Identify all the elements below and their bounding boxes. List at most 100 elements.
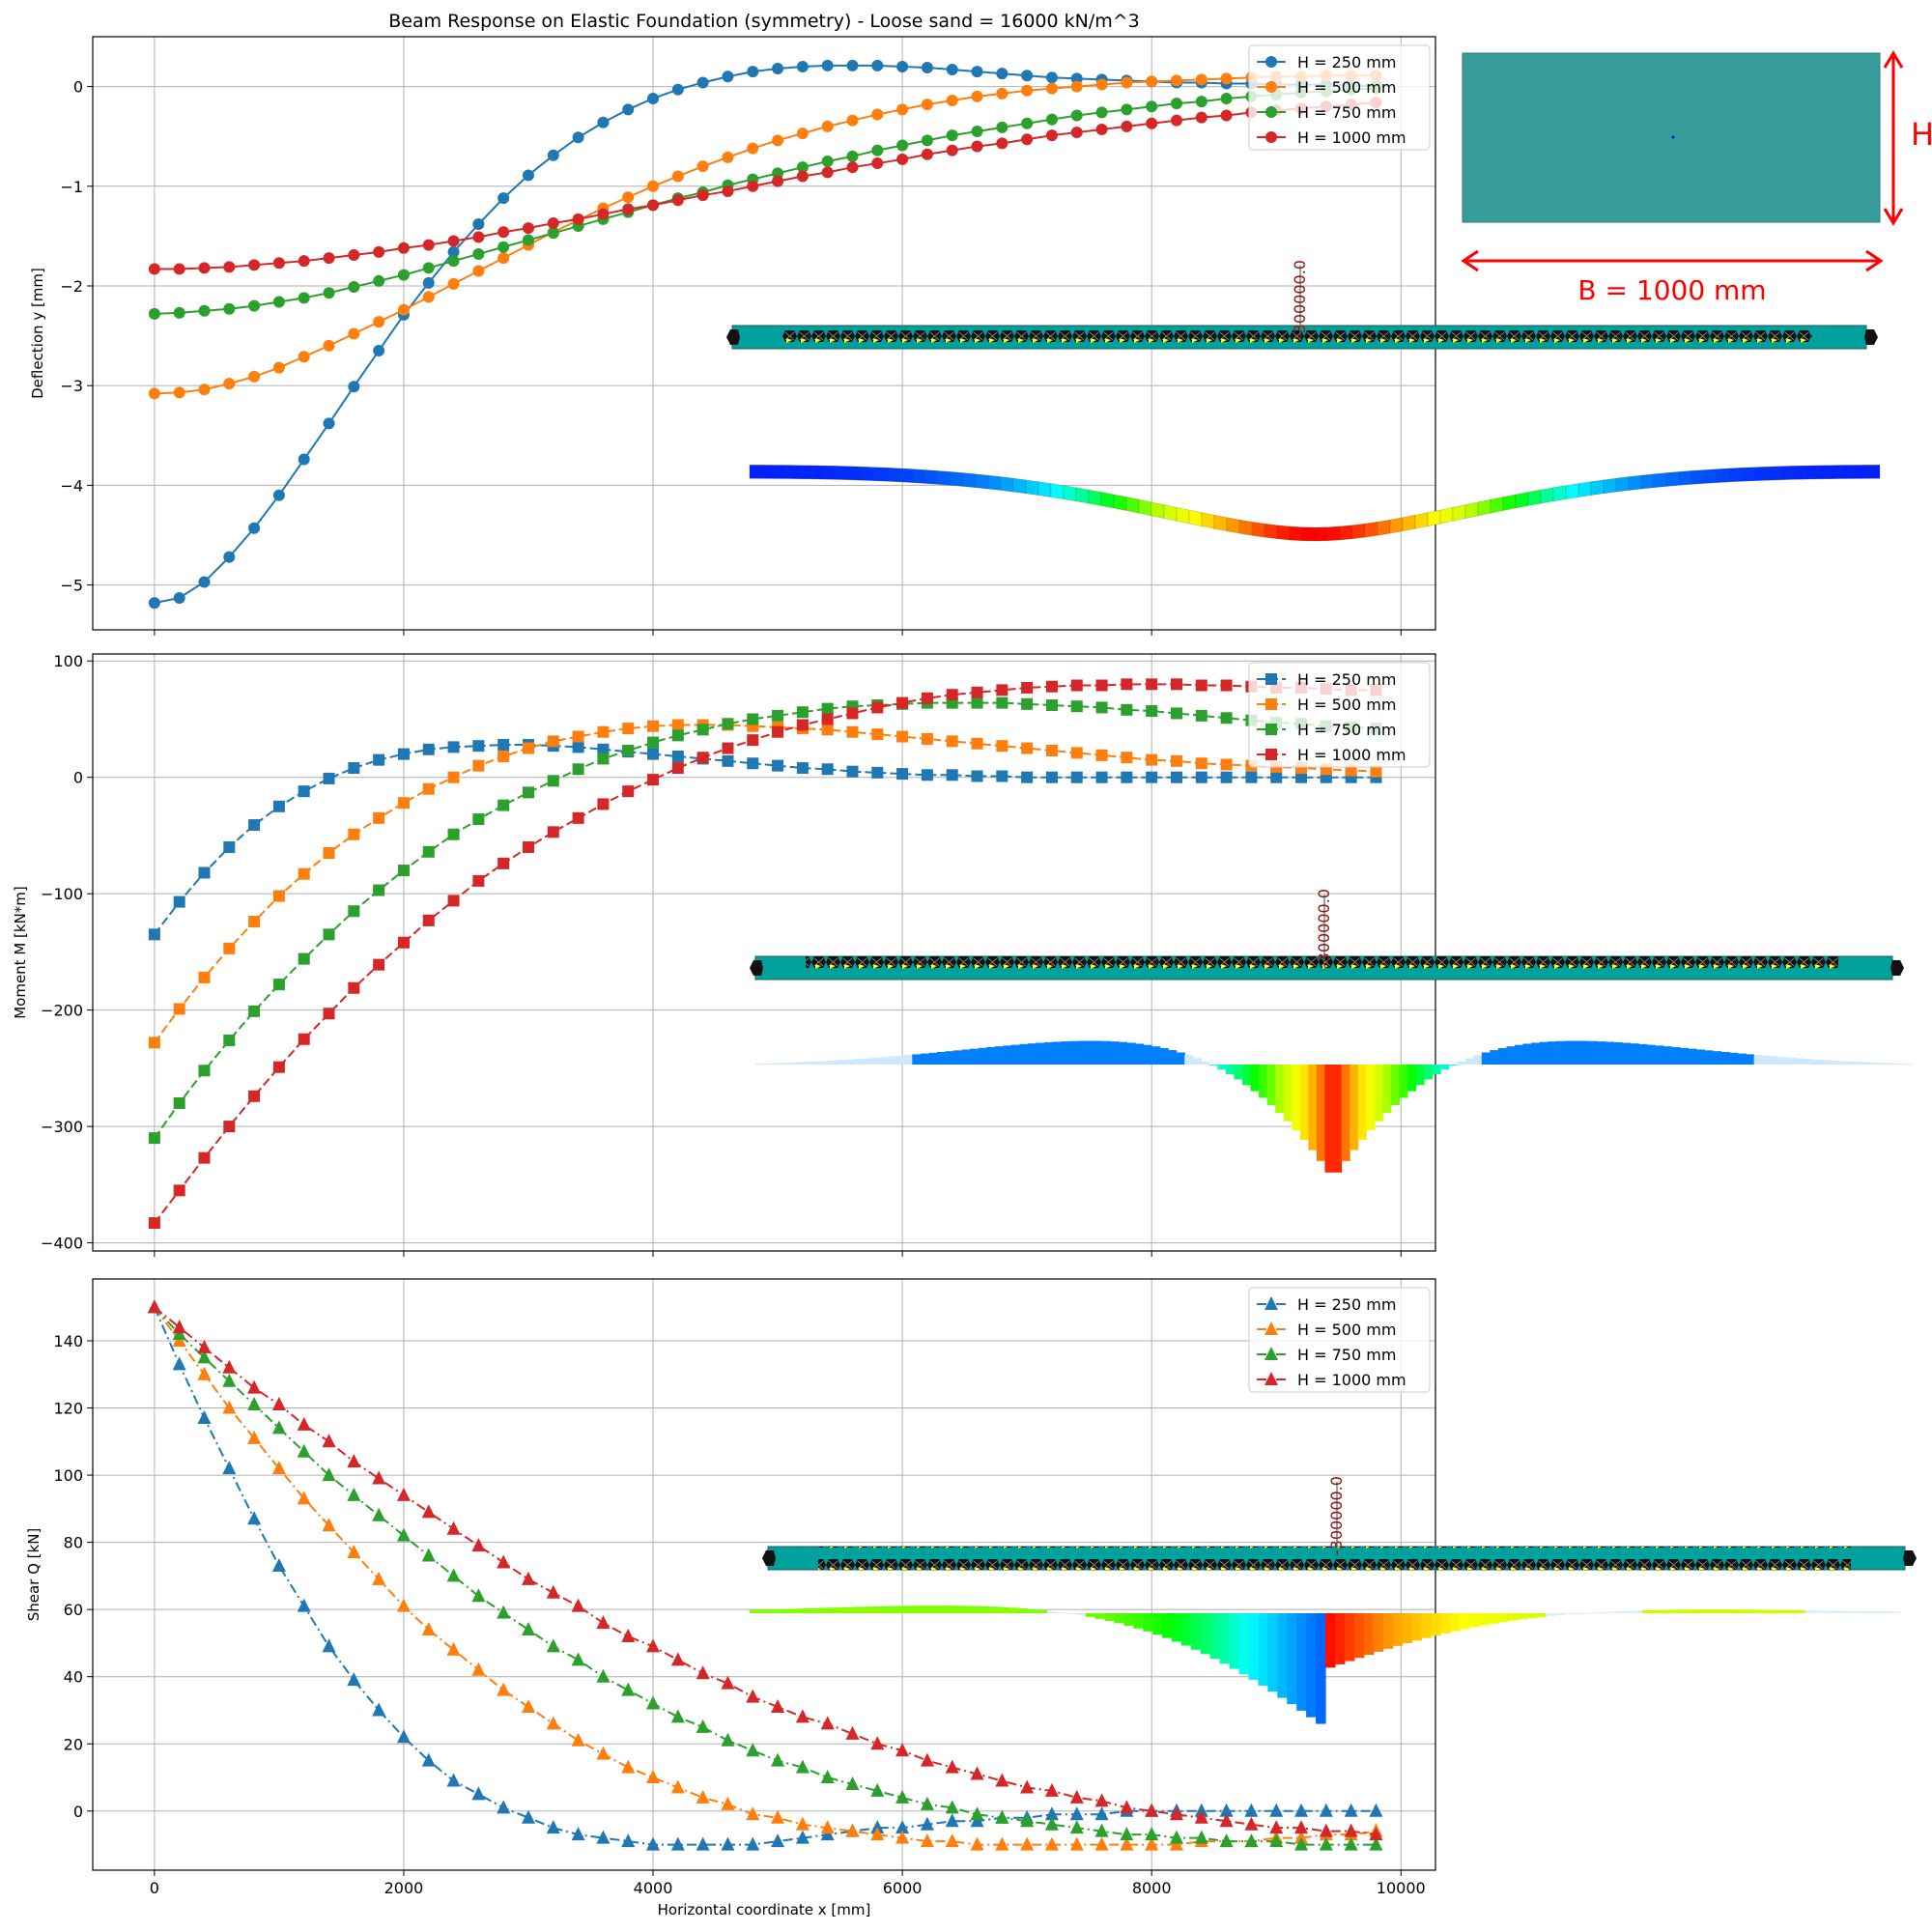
data-point	[521, 1571, 535, 1585]
deformed-segment	[862, 466, 876, 481]
data-point	[422, 845, 435, 858]
data-point	[472, 265, 485, 277]
x-tick-label: 0	[150, 1879, 159, 1897]
moment-bar	[1292, 1065, 1301, 1131]
data-point	[447, 277, 460, 290]
data-point	[546, 1716, 560, 1730]
data-point	[372, 1571, 386, 1585]
data-point	[945, 1813, 959, 1828]
shear-bar	[884, 1605, 895, 1613]
data-point	[647, 774, 660, 786]
data-point	[670, 1836, 685, 1851]
data-point	[796, 170, 809, 183]
chart-title: Beam Response on Elastic Foundation (sym…	[388, 11, 1140, 32]
data-point	[497, 192, 510, 205]
data-point	[1146, 117, 1158, 129]
data-point	[472, 231, 485, 243]
data-point	[796, 161, 809, 174]
legend-marker	[1264, 1321, 1278, 1335]
data-point	[348, 248, 360, 261]
shear-bar	[1584, 1612, 1595, 1614]
shear-bar	[931, 1605, 943, 1613]
moment-bar	[1077, 1040, 1087, 1065]
data-point	[272, 361, 285, 374]
data-point	[771, 1833, 785, 1848]
moment-diagram	[755, 1040, 1912, 1173]
data-point	[298, 453, 310, 466]
data-point	[796, 706, 809, 719]
shear-bar	[1363, 1613, 1375, 1656]
data-point	[871, 144, 884, 156]
data-point	[1070, 127, 1083, 139]
data-point	[1270, 771, 1283, 783]
shear-bar	[1238, 1613, 1250, 1675]
shear-bar	[1344, 1613, 1355, 1662]
moment-bar	[1250, 1065, 1260, 1092]
deformed-segment	[1238, 519, 1253, 536]
data-point	[522, 840, 534, 853]
data-point	[397, 865, 410, 877]
data-point	[1045, 699, 1058, 712]
data-point	[248, 299, 261, 312]
legend-label: H = 250 mm	[1297, 670, 1396, 689]
x-axis-label: Horizontal coordinate x [mm]	[658, 1901, 871, 1918]
data-point	[522, 222, 534, 235]
data-point	[895, 1743, 910, 1757]
data-point	[198, 262, 211, 274]
data-point	[497, 857, 510, 869]
load-label: -300000.0	[1315, 889, 1333, 968]
data-point	[571, 1598, 585, 1612]
moment-bar	[1753, 1055, 1763, 1065]
moment-bar	[1580, 1040, 1590, 1065]
data-point	[1120, 1827, 1134, 1841]
data-point	[173, 1184, 185, 1197]
moment-bar	[1308, 1065, 1318, 1151]
data-point	[397, 797, 410, 810]
data-point	[223, 840, 236, 853]
data-point	[821, 166, 834, 179]
data-point	[172, 1356, 186, 1371]
shear-bar	[1814, 1610, 1826, 1613]
support-node-icon	[750, 960, 763, 976]
legend-marker	[1265, 749, 1277, 760]
data-point	[1095, 771, 1108, 783]
data-point	[1070, 771, 1083, 783]
data-point	[820, 1820, 835, 1834]
data-point	[795, 1709, 810, 1723]
data-point	[247, 1397, 262, 1411]
legend-label: H = 1000 mm	[1297, 746, 1406, 764]
data-point	[996, 684, 1009, 696]
data-point	[322, 1638, 336, 1653]
data-point	[198, 867, 211, 879]
moment-bar	[1159, 1048, 1169, 1065]
data-point	[447, 771, 460, 783]
shear-bar	[826, 1607, 837, 1613]
data-point	[472, 218, 485, 231]
shear-bar	[1373, 1613, 1384, 1652]
deformed-segment	[1351, 523, 1366, 540]
data-point	[1369, 1827, 1383, 1841]
shear-bar	[1287, 1613, 1297, 1705]
legend-label: H = 500 mm	[1297, 78, 1396, 97]
data-point	[547, 826, 559, 838]
shear-bar	[1123, 1613, 1134, 1626]
beam-nodes	[782, 326, 1812, 349]
y-axis-label: Deflection y [mm]	[29, 268, 46, 399]
data-point	[621, 1682, 636, 1696]
data-point	[546, 1820, 560, 1834]
deformed-segment	[1226, 517, 1240, 534]
shear-bar	[758, 1609, 770, 1613]
legend-marker	[1264, 1347, 1278, 1360]
moment-bar	[1481, 1052, 1491, 1065]
moment-bar	[1861, 1062, 1870, 1065]
data-point	[271, 1420, 286, 1435]
data-point	[347, 1545, 361, 1559]
deformed-segment	[1201, 512, 1215, 529]
deformed-segment	[1100, 492, 1115, 509]
moment-bar	[1192, 1058, 1202, 1065]
shear-bar	[1622, 1610, 1634, 1613]
data-point	[1195, 679, 1208, 692]
data-point	[746, 1689, 760, 1703]
moment-bar	[796, 1062, 806, 1065]
data-point	[946, 735, 958, 748]
